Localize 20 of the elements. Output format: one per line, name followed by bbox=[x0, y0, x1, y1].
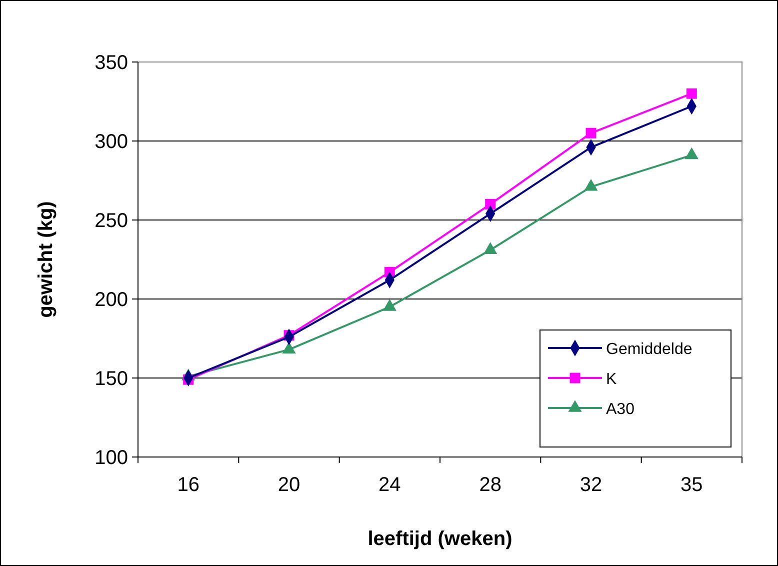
legend-label: K bbox=[606, 371, 617, 388]
point bbox=[485, 198, 496, 210]
y-tick-label: 250 bbox=[94, 210, 128, 232]
x-tick-label: 28 bbox=[479, 474, 502, 496]
x-tick-label: 35 bbox=[680, 474, 703, 496]
x-tick-label: 32 bbox=[580, 474, 602, 496]
x-tick-label: 24 bbox=[378, 474, 401, 496]
y-tick-label: 300 bbox=[94, 131, 128, 153]
y-axis-title: gewicht (kg) bbox=[35, 201, 57, 318]
x-axis-title: leeftijd (weken) bbox=[368, 528, 512, 550]
x-tick-label: 16 bbox=[177, 474, 200, 496]
y-tick-label: 200 bbox=[94, 289, 128, 311]
legend-label: A30 bbox=[606, 401, 635, 418]
y-tick-label: 350 bbox=[94, 52, 128, 74]
legend-label: Gemiddelde bbox=[606, 341, 692, 358]
y-tick-label: 150 bbox=[94, 368, 128, 390]
point bbox=[586, 128, 596, 138]
x-tick-label: 20 bbox=[278, 474, 300, 496]
point bbox=[686, 88, 697, 99]
y-tick-label: 100 bbox=[94, 447, 128, 469]
